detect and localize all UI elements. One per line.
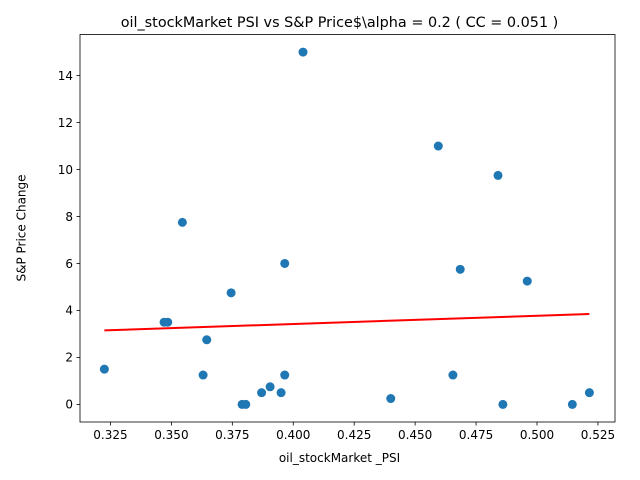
data-point (198, 370, 208, 380)
data-point (522, 276, 532, 286)
data-point (498, 399, 508, 409)
data-point (202, 335, 212, 345)
y-tick-label: 14 (58, 69, 73, 83)
data-point (265, 382, 275, 392)
data-point (433, 141, 443, 151)
y-tick-label: 4 (65, 304, 73, 318)
data-point (226, 288, 236, 298)
data-point (567, 399, 577, 409)
fit-line-layer (104, 312, 590, 332)
x-tick-label: 0.375 (215, 428, 249, 442)
data-point (280, 258, 290, 268)
data-point (163, 317, 173, 327)
x-tick-label: 0.425 (337, 428, 371, 442)
chart-title: oil_stockMarket PSI vs S&P Price$\alpha … (121, 15, 559, 31)
data-point (280, 370, 290, 380)
data-point (493, 170, 503, 180)
data-point (241, 399, 251, 409)
data-point (298, 47, 308, 57)
data-point (448, 370, 458, 380)
data-point (99, 364, 109, 374)
y-tick-label: 6 (65, 257, 73, 271)
data-point (584, 388, 594, 398)
x-axis: 0.325 0.350 0.375 0.400 0.425 0.450 0.475 0.500… (93, 422, 615, 442)
y-axis: 0 2 4 6 8 10 12 14 (58, 69, 80, 412)
y-tick-label: 10 (58, 163, 73, 177)
y-tick-label: 2 (65, 351, 73, 365)
data-point (276, 388, 286, 398)
data-point (177, 217, 187, 227)
y-tick-label: 0 (65, 398, 73, 412)
x-tick-label: 0.475 (459, 428, 493, 442)
x-tick-label: 0.525 (581, 428, 615, 442)
x-tick-label: 0.350 (154, 428, 188, 442)
data-point (257, 388, 267, 398)
x-tick-label: 0.325 (93, 428, 127, 442)
data-point (386, 394, 396, 404)
y-tick-label: 8 (65, 210, 73, 224)
x-axis-label: oil_stockMarket _PSI (279, 451, 400, 465)
data-point (455, 264, 465, 274)
axes-frame (79, 34, 616, 423)
points-layer (99, 47, 594, 409)
y-tick-label: 12 (58, 116, 73, 130)
y-axis-label: S&P Price Change (15, 174, 29, 281)
x-tick-label: 0.450 (398, 428, 432, 442)
x-tick-label: 0.500 (520, 428, 554, 442)
regression-line (104, 312, 590, 332)
x-tick-label: 0.400 (276, 428, 310, 442)
